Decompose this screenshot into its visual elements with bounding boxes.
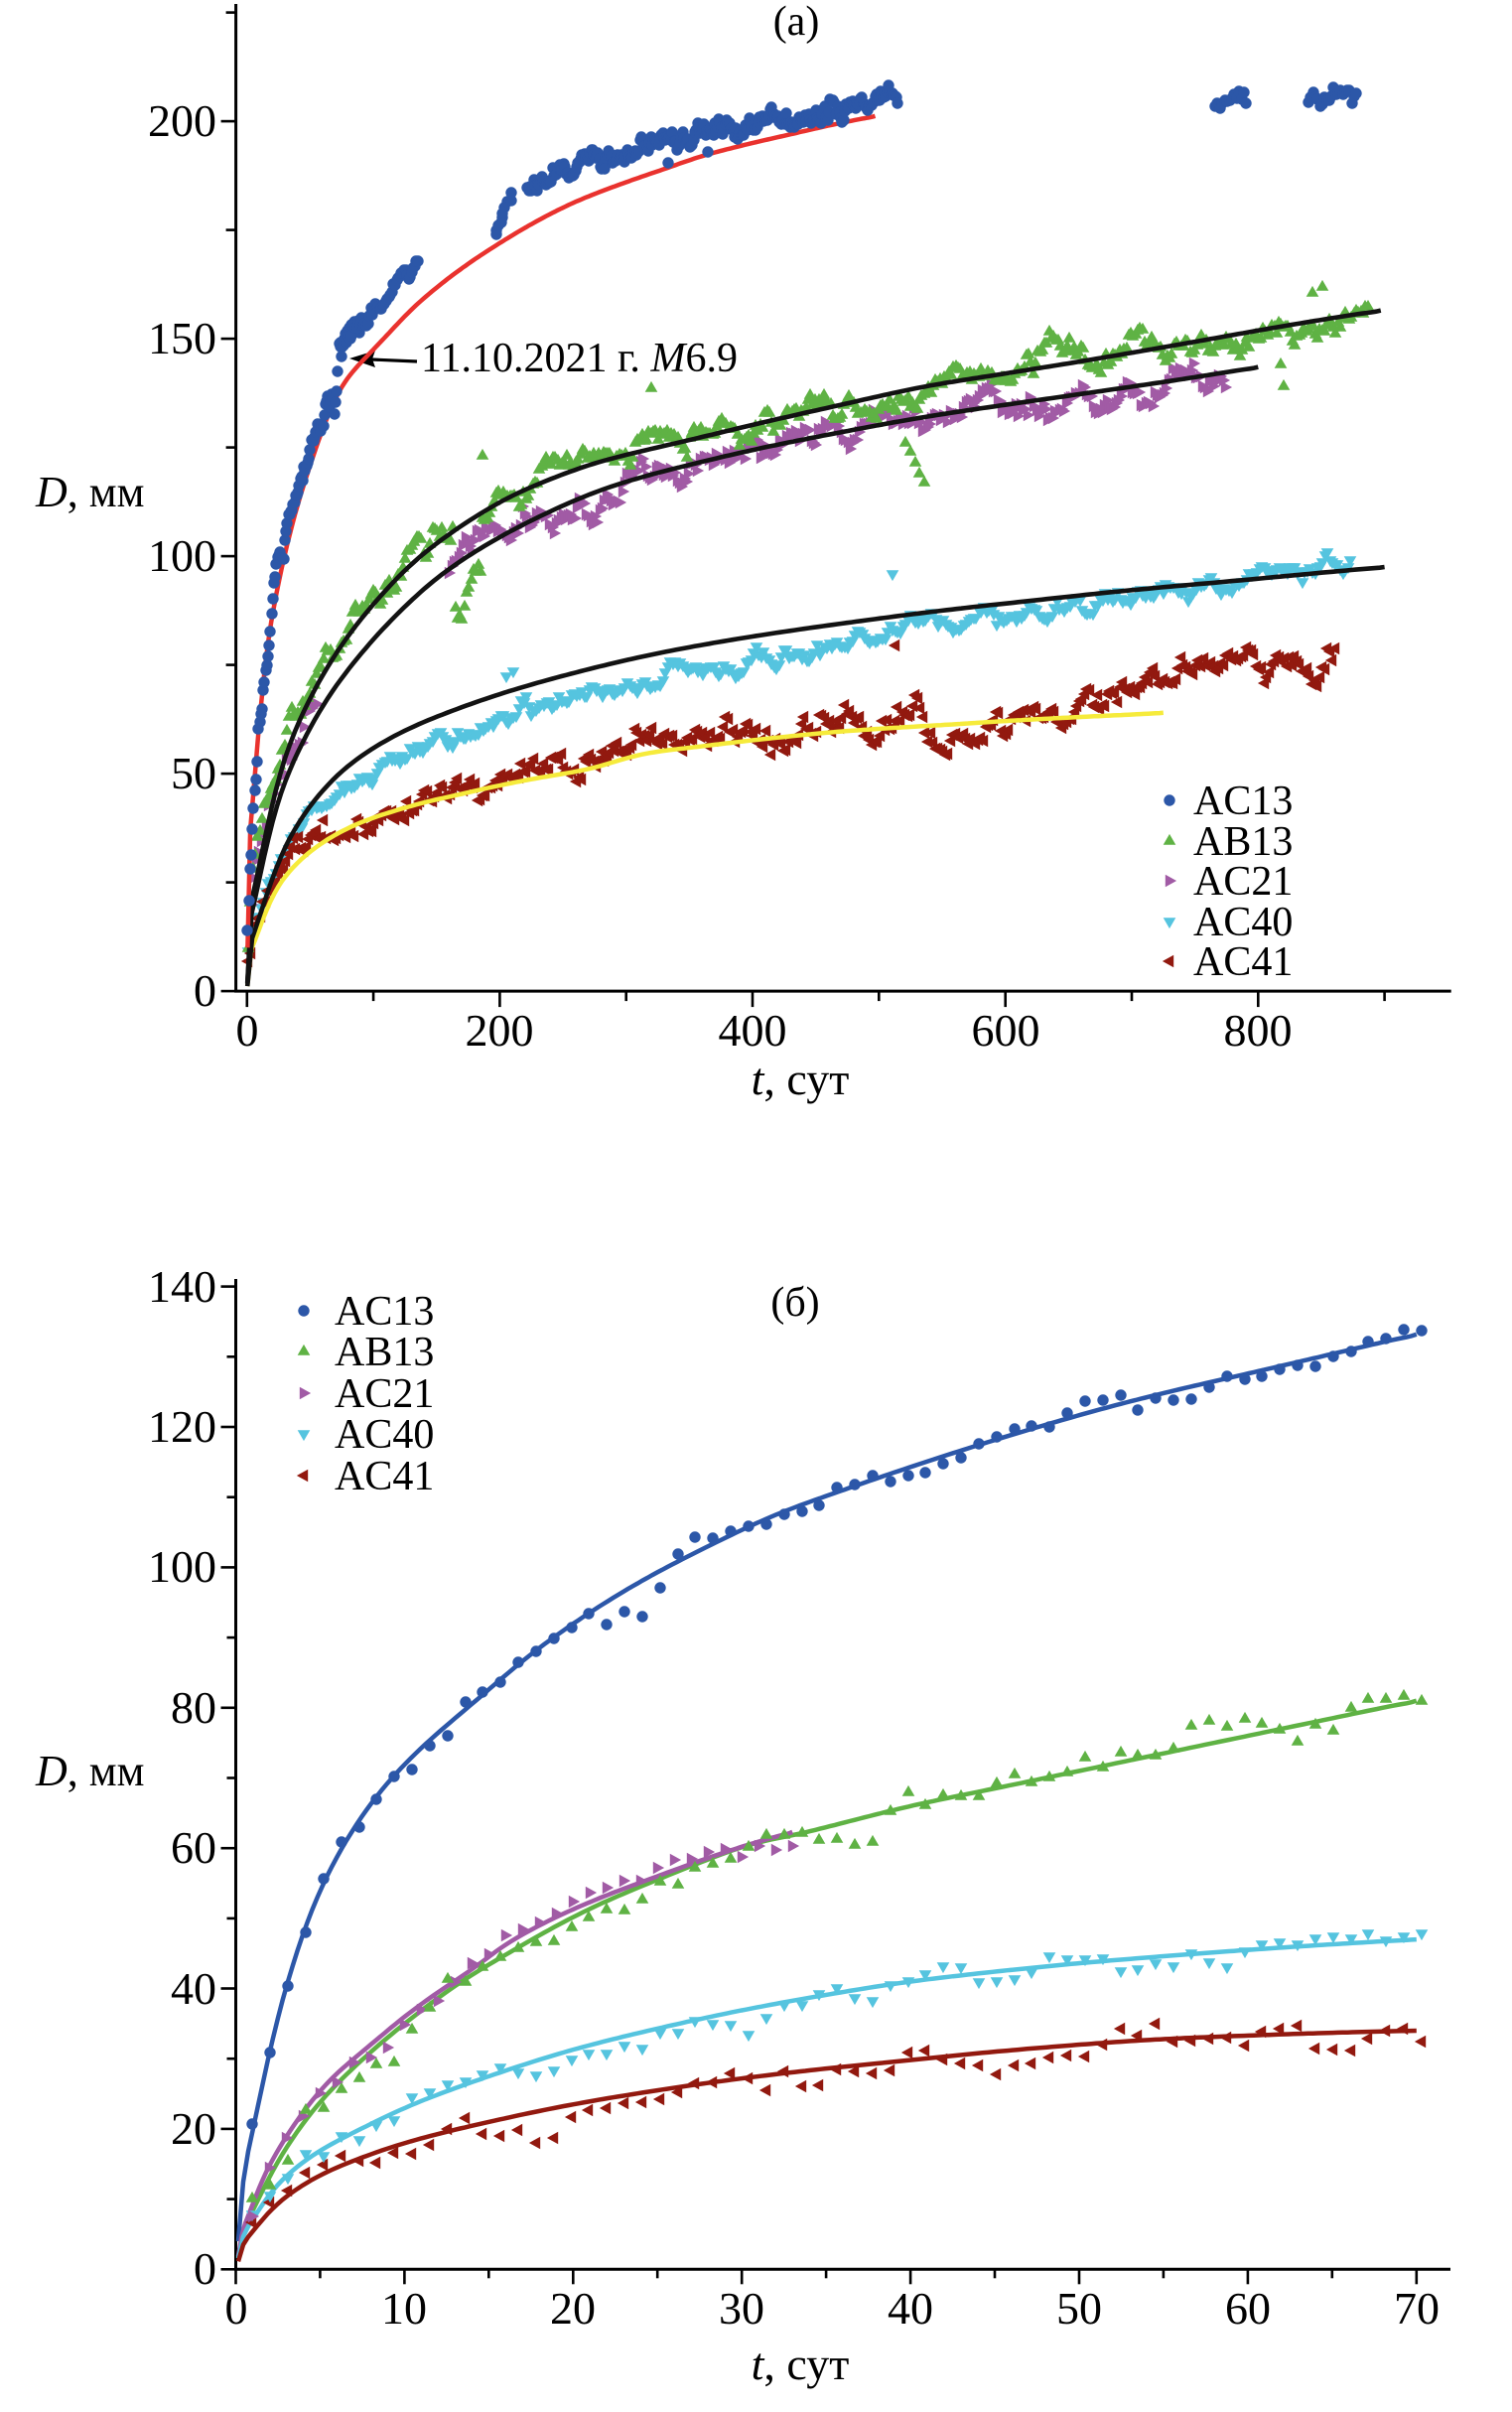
- svg-text:200: 200: [466, 1005, 534, 1056]
- svg-text:800: 800: [1224, 1005, 1293, 1056]
- svg-text:AB13: AB13: [335, 1330, 434, 1375]
- svg-text:600: 600: [972, 1005, 1040, 1056]
- svg-text:0: 0: [236, 1005, 259, 1056]
- svg-text:20: 20: [171, 2103, 216, 2154]
- svg-text:120: 120: [148, 1401, 216, 1452]
- svg-text:11.10.2021 г. M6.9: 11.10.2021 г. M6.9: [421, 336, 738, 381]
- svg-text:(а): (а): [773, 0, 820, 45]
- svg-text:D, мм: D, мм: [35, 468, 144, 516]
- svg-text:AC40: AC40: [335, 1412, 434, 1458]
- svg-text:60: 60: [171, 1822, 216, 1873]
- svg-text:D, мм: D, мм: [35, 1747, 144, 1795]
- svg-text:t, сут: t, сут: [752, 1054, 850, 1104]
- svg-text:AC41: AC41: [335, 1454, 434, 1499]
- svg-text:200: 200: [148, 95, 216, 146]
- svg-text:40: 40: [888, 2283, 933, 2334]
- svg-text:0: 0: [194, 2243, 216, 2294]
- svg-text:20: 20: [550, 2283, 596, 2334]
- svg-text:10: 10: [381, 2283, 427, 2334]
- svg-text:0: 0: [194, 965, 216, 1016]
- svg-text:0: 0: [225, 2283, 248, 2334]
- svg-text:70: 70: [1394, 2283, 1440, 2334]
- svg-text:(б): (б): [770, 1280, 819, 1326]
- svg-text:140: 140: [148, 1261, 216, 1312]
- svg-text:t, сут: t, сут: [752, 2339, 850, 2389]
- svg-text:AC13: AC13: [1193, 779, 1293, 824]
- svg-text:50: 50: [1056, 2283, 1102, 2334]
- svg-text:AC41: AC41: [1193, 939, 1293, 985]
- svg-text:AC13: AC13: [335, 1289, 434, 1335]
- svg-text:100: 100: [148, 530, 216, 581]
- svg-text:100: 100: [148, 1541, 216, 1592]
- svg-text:AC40: AC40: [1193, 900, 1293, 945]
- svg-text:80: 80: [171, 1682, 216, 1733]
- svg-text:150: 150: [148, 313, 216, 363]
- svg-text:40: 40: [171, 1963, 216, 2014]
- svg-text:60: 60: [1225, 2283, 1271, 2334]
- svg-text:AC21: AC21: [1193, 859, 1293, 905]
- svg-text:AB13: AB13: [1193, 819, 1293, 865]
- svg-text:50: 50: [171, 748, 216, 798]
- svg-text:400: 400: [719, 1005, 787, 1056]
- svg-text:AC21: AC21: [335, 1371, 434, 1417]
- svg-text:30: 30: [719, 2283, 764, 2334]
